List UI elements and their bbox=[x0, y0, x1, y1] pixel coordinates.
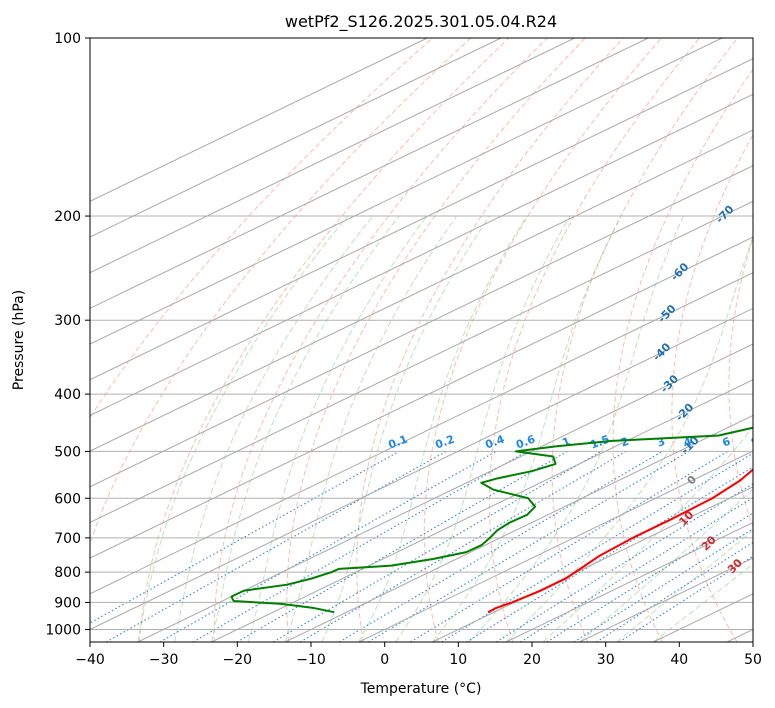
moist-adiabat bbox=[247, 215, 428, 642]
x-axis-title: Temperature (°C) bbox=[360, 681, 482, 697]
isotherm-line bbox=[90, 129, 753, 452]
plot-area: -100-90-80-70-60-50-40-30-20-10010203040… bbox=[90, 38, 770, 642]
mixing-ratio-line bbox=[368, 450, 690, 642]
isobar-gridlines bbox=[90, 38, 753, 630]
isotherm-line bbox=[90, 307, 753, 631]
x-tick-label: 0 bbox=[380, 652, 389, 668]
isotherm-label: 40 bbox=[750, 579, 770, 599]
moist-adiabat bbox=[432, 215, 622, 642]
mixing-ratio-line bbox=[192, 450, 528, 642]
dewpoint-profile-line bbox=[230, 426, 753, 614]
isotherm-line bbox=[90, 200, 753, 523]
x-tick-label: 20 bbox=[523, 652, 541, 668]
chart-title: wetPf2_S126.2025.301.05.04.R24 bbox=[285, 12, 557, 32]
y-tick-label: 700 bbox=[54, 531, 81, 547]
y-tick-label: 800 bbox=[54, 565, 81, 581]
dry-adiabat bbox=[423, 38, 662, 642]
dry-adiabat bbox=[728, 236, 753, 529]
mixing-ratio-line bbox=[90, 450, 400, 624]
plot-frame bbox=[89, 37, 754, 643]
mixing-ratio-line bbox=[273, 450, 602, 642]
y-tick-label: 900 bbox=[54, 595, 81, 611]
y-axis: 100 200 300 400 500 600 700 800 900 1000 bbox=[45, 31, 90, 638]
mixing-ratio-labels: 0.10.20.40.611.52346810131620253036 bbox=[387, 433, 761, 452]
y-tick-label: 100 bbox=[54, 31, 81, 47]
isotherm-line bbox=[90, 58, 753, 381]
moist-adiabats bbox=[137, 215, 753, 642]
x-tick-label: 10 bbox=[449, 652, 467, 668]
moist-adiabat bbox=[137, 215, 349, 642]
moist-adiabat bbox=[395, 215, 571, 642]
moist-adiabat bbox=[468, 215, 684, 642]
x-tick-label: 30 bbox=[597, 652, 615, 668]
mixing-ratio-label: 8 bbox=[749, 435, 761, 450]
isotherm-line bbox=[90, 236, 753, 559]
isotherm-line bbox=[90, 272, 753, 595]
isotherm-line bbox=[211, 379, 753, 642]
moist-adiabat bbox=[616, 529, 753, 642]
moist-adiabat bbox=[210, 215, 400, 642]
moist-adiabat bbox=[579, 488, 753, 642]
mixing-ratio-label: 0.2 bbox=[433, 433, 456, 452]
moist-adiabat bbox=[505, 235, 753, 642]
x-tick-label: −40 bbox=[75, 652, 105, 668]
y-tick-label: 300 bbox=[54, 313, 81, 329]
x-tick-label: 40 bbox=[670, 652, 688, 668]
mixing-ratio-line bbox=[520, 496, 753, 642]
isotherm-line bbox=[90, 38, 649, 309]
x-tick-label: −30 bbox=[149, 652, 179, 668]
isotherm-line bbox=[432, 486, 753, 642]
isotherm-line bbox=[505, 521, 753, 642]
isotherm-line bbox=[90, 38, 723, 345]
dry-adiabat bbox=[551, 38, 739, 642]
mixing-ratio-label: 0.4 bbox=[483, 433, 506, 452]
y-tick-label: 1000 bbox=[45, 622, 81, 638]
mixing-ratio-line bbox=[596, 541, 753, 642]
dry-adiabat bbox=[488, 38, 700, 642]
profile-lines bbox=[230, 426, 753, 614]
mixing-ratio-label: 4 bbox=[682, 435, 694, 450]
isotherm-line bbox=[90, 38, 428, 202]
isotherm-line bbox=[90, 38, 575, 274]
isotherm-lines bbox=[90, 38, 753, 642]
mixing-ratio-line bbox=[410, 450, 728, 642]
x-tick-label: −20 bbox=[223, 652, 253, 668]
moist-adiabat bbox=[284, 215, 458, 642]
isotherm-line bbox=[137, 343, 753, 642]
isotherm-line bbox=[284, 414, 753, 642]
y-tick-label: 400 bbox=[54, 387, 81, 403]
mixing-ratio-label: 1 bbox=[560, 435, 572, 450]
y-tick-label: 200 bbox=[54, 209, 81, 225]
mixing-ratio-label: 2 bbox=[619, 435, 631, 450]
mixing-ratio-label: 0.6 bbox=[514, 433, 537, 452]
isotherm-line bbox=[90, 38, 502, 238]
isotherm-line bbox=[90, 93, 753, 416]
isotherm-line bbox=[90, 165, 753, 488]
dry-adiabat bbox=[612, 68, 753, 642]
moist-adiabat bbox=[174, 215, 374, 642]
mixing-ratio-label: 3 bbox=[655, 435, 667, 450]
dry-adiabat bbox=[90, 38, 433, 419]
dry-adiabat bbox=[90, 38, 472, 545]
dry-adiabat bbox=[356, 38, 624, 642]
moist-adiabat bbox=[321, 215, 491, 642]
y-tick-label: 500 bbox=[54, 444, 81, 460]
dry-adiabat bbox=[213, 38, 548, 642]
mixing-ratio-label: 6 bbox=[721, 435, 733, 450]
mixing-ratio-label: 0.1 bbox=[387, 433, 410, 452]
y-axis-title: Pressure (hPa) bbox=[11, 290, 27, 390]
moist-adiabat bbox=[358, 215, 528, 642]
mixing-ratio-line bbox=[495, 483, 753, 642]
y-tick-label: 600 bbox=[54, 491, 81, 507]
isotherm-line bbox=[358, 450, 753, 642]
x-axis: −40 −30 −20 −10 0 10 20 30 40 50 bbox=[75, 642, 762, 668]
temperature-profile-line bbox=[487, 468, 753, 614]
x-tick-label: 50 bbox=[744, 652, 762, 668]
x-tick-label: −10 bbox=[296, 652, 326, 668]
